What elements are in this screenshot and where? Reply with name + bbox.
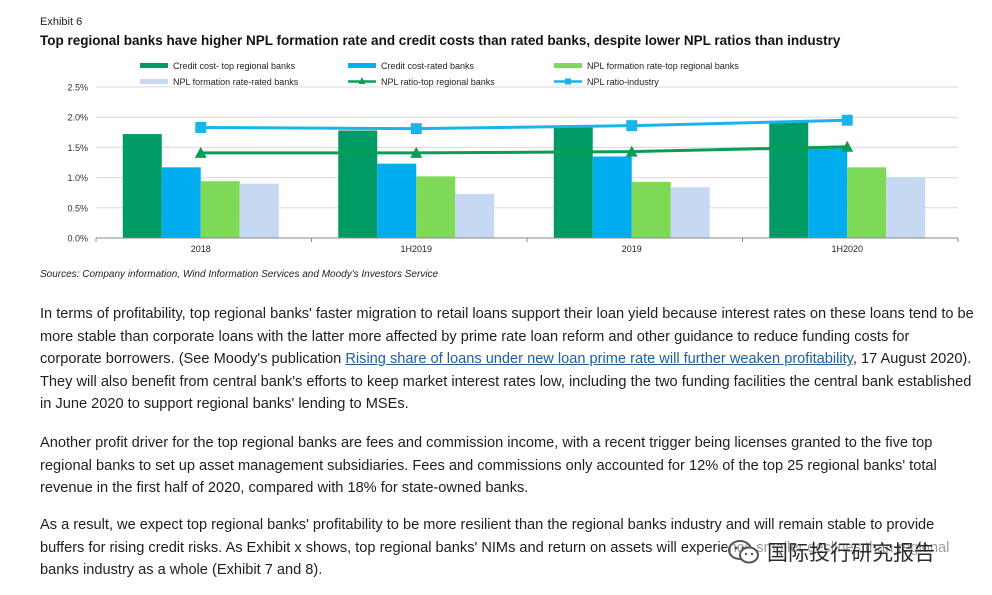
- legend-marker: [358, 77, 366, 84]
- chart-source: Sources: Company information, Wind Infor…: [40, 269, 439, 280]
- y-tick-label: 2.0%: [67, 113, 88, 123]
- bar: [808, 148, 848, 238]
- bar: [670, 187, 710, 238]
- bar: [769, 121, 809, 238]
- x-tick-label: 1H2020: [831, 244, 863, 254]
- y-tick-label: 0.5%: [67, 203, 88, 213]
- line-point: [625, 145, 638, 157]
- paragraph-outlook: As a result, we expect top regional bank…: [40, 514, 975, 582]
- line-point: [195, 121, 207, 133]
- bar: [886, 176, 926, 238]
- legend-swatch: [140, 63, 168, 68]
- bar: [455, 193, 495, 238]
- y-tick-label: 1.0%: [67, 173, 88, 183]
- paragraph-profitability: In terms of profitability, top regional …: [40, 303, 975, 416]
- x-tick-label: 2018: [191, 244, 211, 254]
- line-point: [410, 123, 422, 135]
- line-point: [194, 146, 207, 158]
- bar: [338, 130, 378, 238]
- bar: [847, 167, 887, 238]
- legend-swatch: [140, 79, 168, 84]
- publication-link[interactable]: Rising share of loans under new loan pri…: [345, 351, 853, 368]
- bar: [239, 183, 279, 238]
- watermark: 国际投行研究报告: [727, 537, 977, 567]
- paragraph-text: Another profit driver for the top region…: [40, 435, 937, 497]
- line-point: [841, 114, 853, 126]
- line-point: [626, 120, 638, 132]
- bar: [631, 181, 671, 238]
- bar: [416, 176, 456, 238]
- paragraph-fees: Another profit driver for the top region…: [40, 432, 975, 500]
- legend-label: Credit cost- top regional banks: [173, 61, 296, 71]
- bar: [553, 127, 593, 238]
- bar: [592, 156, 632, 238]
- line-point: [841, 140, 854, 152]
- paragraph-text: , 17 August 2020). They will also benefi…: [40, 351, 972, 413]
- legend-label: NPL ratio-industry: [587, 77, 659, 87]
- y-tick-label: 1.5%: [67, 143, 88, 153]
- y-tick-label: 0.0%: [67, 234, 88, 244]
- watermark-text: 国际投行研究报告: [767, 541, 935, 565]
- legend-swatch: [554, 63, 582, 68]
- x-tick-label: 2019: [622, 244, 642, 254]
- exhibit-label: Exhibit 6: [40, 16, 83, 28]
- paragraph-text: In terms of profitability, top regional …: [40, 306, 974, 368]
- legend-marker: [565, 78, 571, 85]
- wechat-icon: [728, 540, 759, 564]
- legend-swatch: [348, 63, 376, 68]
- series-line: [200, 118, 848, 131]
- line-point: [410, 146, 423, 158]
- legend-label: NPL formation rate-top regional banks: [587, 61, 739, 71]
- x-tick-label: 1H2019: [400, 244, 432, 254]
- legend-label: NPL ratio-top regional banks: [381, 77, 495, 87]
- exhibit-title: Top regional banks have higher NPL forma…: [40, 33, 841, 48]
- series-line: [200, 145, 848, 155]
- bar: [377, 163, 417, 238]
- legend-label: NPL formation rate-rated banks: [173, 77, 299, 87]
- bar: [122, 134, 162, 238]
- bar: [161, 167, 201, 238]
- paragraph-text: As a result, we expect top regional bank…: [40, 517, 950, 579]
- bar: [200, 181, 240, 238]
- exhibit-chart: 0.0% 0.5% 1.0% 1.5% 2.0% 2.5% 2018 1H2019 2019 1H…: [67, 61, 959, 254]
- y-tick-label: 2.5%: [67, 83, 88, 93]
- legend-label: Credit cost-rated banks: [381, 61, 475, 71]
